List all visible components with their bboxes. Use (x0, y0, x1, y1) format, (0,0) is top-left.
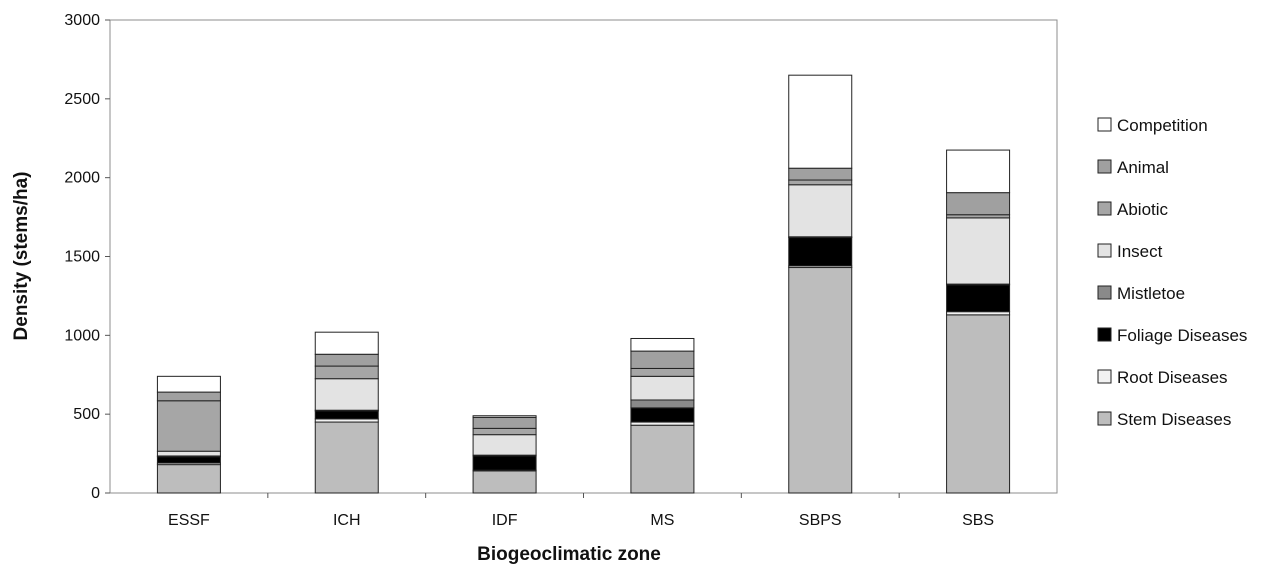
legend-swatch (1097, 411, 1112, 426)
bar-segment-stem-diseases (472, 470, 537, 494)
bar-segment-competition (788, 74, 853, 169)
bar-segment-stem-diseases (946, 314, 1011, 494)
bar-segment-insect (472, 434, 537, 456)
bar-segment-animal (314, 353, 379, 367)
legend-swatch (1097, 243, 1112, 258)
x-axis-title: Biogeoclimatic zone (477, 544, 661, 565)
x-tick-label: IDF (492, 512, 518, 529)
bar-segment-competition (156, 375, 221, 393)
bar-segment-insect (156, 450, 221, 457)
legend: Competition Animal Abiotic Insect Mistletoe F… (1097, 116, 1247, 429)
bar-segment-animal (946, 192, 1011, 216)
bar-segment-foliage-diseases (314, 410, 379, 420)
x-tick-label: SBPS (799, 512, 842, 529)
bars-group (156, 74, 1011, 494)
bar-segment-abiotic (156, 400, 221, 452)
legend-swatch (1097, 159, 1112, 174)
bar-segment-foliage-diseases (630, 407, 695, 423)
bar-segment-stem-diseases (630, 424, 695, 494)
legend-swatch (1097, 327, 1112, 342)
bar-segment-stem-diseases (788, 267, 853, 494)
bar-segment-foliage-diseases (472, 455, 537, 471)
x-axis-ticks: ESSF ICH IDF MS SBPS SBS (168, 493, 994, 529)
bar-segment-competition (472, 415, 537, 418)
bar-segment-stem-diseases (314, 421, 379, 494)
legend-label: Root Diseases (1117, 368, 1228, 387)
plot-area: 0 500 1000 1500 2000 2500 3000 ESSF ICH IDF MS SBP… (64, 12, 1058, 529)
legend-label: Abiotic (1117, 200, 1169, 219)
y-tick-label: 3000 (64, 12, 100, 29)
bar-segment-animal (472, 416, 537, 429)
bar-segment-competition (946, 149, 1011, 194)
bar-segment-foliage-diseases (156, 456, 221, 464)
bar-segment-abiotic (788, 179, 853, 186)
x-tick-label: MS (650, 512, 674, 529)
legend-label: Insect (1117, 242, 1163, 261)
legend-swatch (1097, 285, 1112, 300)
legend-label: Foliage Diseases (1117, 326, 1247, 345)
bar-segment-abiotic (630, 367, 695, 377)
y-tick-label: 1500 (64, 249, 100, 266)
legend-swatch (1097, 369, 1112, 384)
bar-segment-animal (156, 391, 221, 402)
bar-segment-abiotic (314, 365, 379, 380)
x-tick-label: ESSF (168, 512, 210, 529)
bar-segment-foliage-diseases (788, 237, 853, 267)
legend-label: Animal (1117, 158, 1169, 177)
y-tick-label: 2500 (64, 91, 100, 108)
y-axis-ticks: 0 500 1000 1500 2000 2500 3000 (64, 12, 110, 502)
bar-segment-mistletoe (630, 399, 695, 409)
bar-segment-abiotic (472, 427, 537, 436)
x-tick-label: SBS (962, 512, 994, 529)
y-tick-label: 2000 (64, 170, 100, 187)
y-tick-label: 0 (91, 485, 100, 502)
bar-segment-competition (314, 331, 379, 355)
bar-segment-insect (788, 184, 853, 238)
legend-label: Mistletoe (1117, 284, 1185, 303)
bar-segment-animal (788, 167, 853, 181)
y-axis-title: Density (stems/ha) (11, 172, 32, 341)
bar-segment-insect (630, 375, 695, 401)
bar-segment-insect (314, 378, 379, 411)
legend-swatch (1097, 201, 1112, 216)
bar-segment-competition (630, 337, 695, 352)
bar-segment-foliage-diseases (946, 284, 1011, 313)
legend-label: Stem Diseases (1117, 410, 1231, 429)
x-tick-label: ICH (333, 512, 361, 529)
y-tick-label: 500 (73, 406, 100, 423)
plot-frame (109, 19, 1058, 494)
bar-segment-stem-diseases (156, 464, 221, 494)
bar-segment-insect (946, 217, 1011, 285)
legend-swatch (1097, 117, 1112, 132)
y-tick-label: 1000 (64, 327, 100, 344)
legend-label: Competition (1117, 116, 1208, 135)
bar-segment-animal (630, 350, 695, 369)
